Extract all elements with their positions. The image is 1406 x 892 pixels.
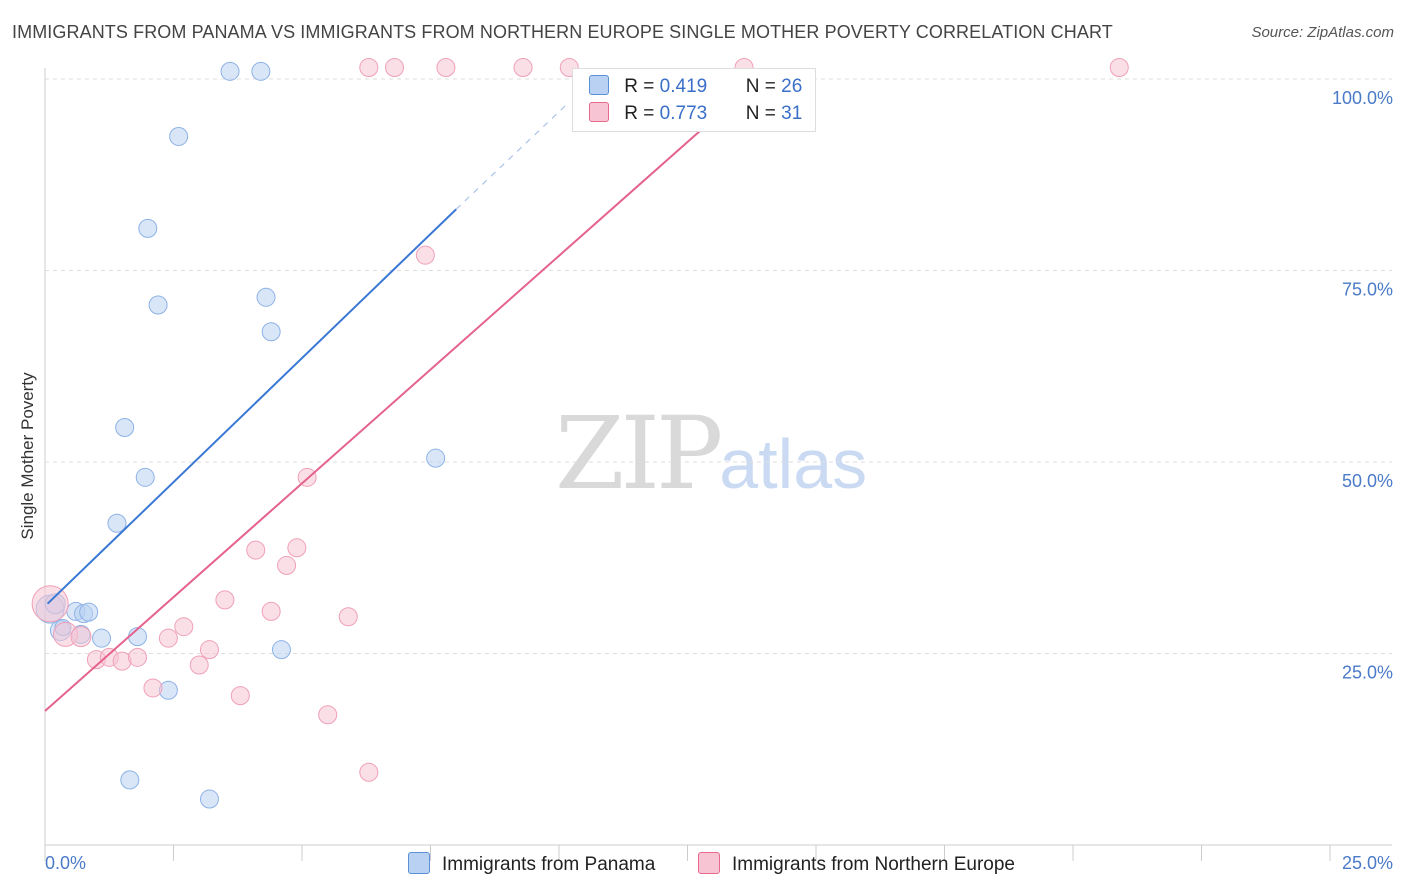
- legend-r-value: 0.419: [659, 76, 708, 97]
- point-panama: [92, 628, 112, 648]
- trend-line-panama: [46, 208, 457, 605]
- point-panama: [135, 467, 155, 487]
- watermark-atlas: atlas: [719, 425, 868, 503]
- watermark: ZIPatlas: [555, 395, 867, 512]
- point-northern-europe: [318, 705, 338, 725]
- point-panama: [148, 295, 168, 315]
- point-northern-europe: [338, 607, 358, 627]
- point-northern-europe: [199, 640, 219, 660]
- y-tick-label: 50.0%: [1342, 471, 1393, 491]
- point-panama: [251, 61, 271, 81]
- legend-n-label: N =: [745, 103, 782, 124]
- legend-swatch-blue: [589, 75, 609, 95]
- y-tick-label: 25.0%: [1342, 663, 1393, 683]
- x-tick-label: 0.0%: [45, 853, 86, 873]
- legend-n-value: 26: [781, 76, 803, 97]
- legend-row-panama: R = 0.419 N = 26: [589, 75, 802, 99]
- point-northern-europe: [261, 601, 281, 621]
- point-northern-europe: [31, 585, 69, 623]
- point-northern-europe: [1109, 58, 1129, 78]
- point-panama: [120, 770, 140, 790]
- point-northern-europe: [128, 647, 148, 667]
- trend-line-panama-extension: [455, 101, 570, 210]
- trend-line-northern-europe: [44, 82, 755, 712]
- source-label: Source: ZipAtlas.com: [1251, 24, 1394, 41]
- legend-r-label: R =: [624, 76, 660, 97]
- point-panama: [256, 287, 276, 307]
- point-panama: [271, 640, 291, 660]
- point-panama: [107, 513, 127, 533]
- bottom-legend-label-northern-europe: Immigrants from Northern Europe: [732, 854, 1015, 875]
- legend-n-label: N =: [745, 76, 782, 97]
- point-northern-europe: [415, 245, 435, 265]
- point-northern-europe: [158, 628, 178, 648]
- point-panama: [426, 448, 446, 468]
- point-northern-europe: [277, 555, 297, 575]
- point-panama: [220, 61, 240, 81]
- point-northern-europe: [215, 590, 235, 610]
- x-tick-label: 25.0%: [1342, 853, 1393, 873]
- point-panama: [138, 218, 158, 238]
- chart-title: IMMIGRANTS FROM PANAMA VS IMMIGRANTS FRO…: [12, 22, 1113, 42]
- correlation-legend: R = 0.419 N = 26 R = 0.773 N = 31: [572, 68, 816, 132]
- point-northern-europe: [174, 617, 194, 637]
- point-panama: [169, 126, 189, 146]
- point-northern-europe: [436, 58, 456, 78]
- point-panama: [199, 789, 219, 809]
- point-northern-europe: [70, 626, 92, 648]
- bottom-legend-label-panama: Immigrants from Panama: [442, 854, 656, 875]
- point-northern-europe: [246, 540, 266, 560]
- y-tick-label: 100.0%: [1332, 88, 1393, 108]
- point-northern-europe: [359, 762, 379, 782]
- point-northern-europe: [513, 58, 533, 78]
- legend-r-value: 0.773: [659, 103, 708, 124]
- point-northern-europe: [230, 686, 250, 706]
- bottom-legend-panama[interactable]: Immigrants from Panama: [408, 852, 655, 876]
- bottom-legend-swatch-pink: [698, 852, 720, 874]
- point-panama: [261, 322, 281, 342]
- point-northern-europe: [385, 58, 405, 78]
- legend-row-northern-europe: R = 0.773 N = 31: [589, 102, 802, 126]
- point-northern-europe: [143, 678, 163, 698]
- point-northern-europe: [359, 58, 379, 78]
- point-northern-europe: [189, 655, 209, 675]
- legend-swatch-pink: [589, 102, 609, 122]
- bottom-legend-swatch-blue: [408, 852, 430, 874]
- bottom-legend-northern-europe[interactable]: Immigrants from Northern Europe: [698, 852, 1015, 876]
- legend-r-label: R =: [624, 103, 660, 124]
- point-northern-europe: [287, 538, 307, 558]
- point-panama: [115, 418, 135, 438]
- watermark-zip: ZIP: [555, 395, 723, 512]
- y-tick-label: 75.0%: [1342, 280, 1393, 300]
- legend-n-value: 31: [781, 103, 803, 124]
- point-panama: [79, 602, 99, 622]
